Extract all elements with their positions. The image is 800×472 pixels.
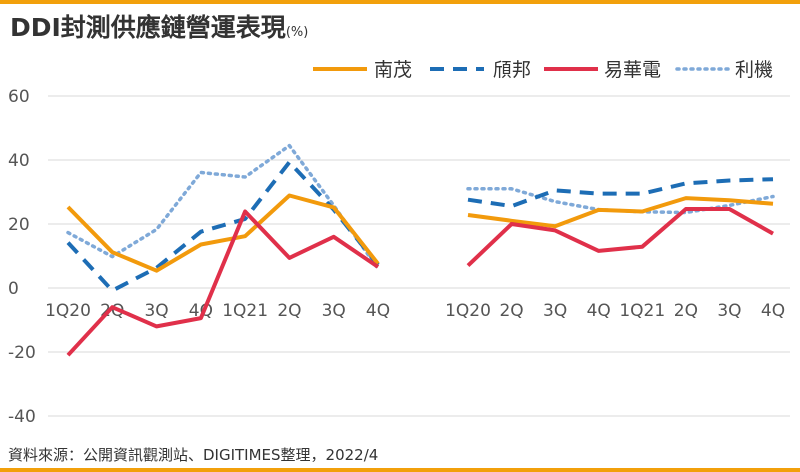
bottom-accent-bar [0,468,800,472]
x-tick-label: 4Q [587,301,611,321]
x-tick-label: 2Q [277,301,301,321]
series-line-南茂 [467,196,774,229]
x-tick-label: 3Q [543,301,567,321]
chart-title-unit: (%) [285,25,309,40]
x-tick-label: 4Q [366,301,390,321]
chart-title: DDI封測供應鏈營運表現(%) [10,8,308,44]
y-tick-label: 60 [8,87,30,107]
y-tick-label: -20 [8,343,36,363]
series-line-易華電 [66,209,380,357]
top-accent-bar [0,0,800,4]
x-tick-label: 2Q [499,301,523,321]
source-note: 資料來源：公開資訊觀測站、DIGITIMES整理，2022/4 [8,446,379,464]
x-tick-label: 1Q20 [45,301,91,321]
y-tick-label: 0 [8,279,19,299]
x-tick-label: 3Q [717,301,741,321]
series-line-易華電 [466,207,774,268]
legend: 南茂 頎邦 易華電 利機 [313,59,773,81]
x-tick-label: 1Q21 [222,301,268,321]
x-tick-label: 3Q [144,301,168,321]
series-line-頎邦 [467,177,774,209]
legend-label-南茂: 南茂 [374,59,412,81]
x-tick-label: 1Q20 [445,301,491,321]
chart-panel-2: 1Q20 2Q 3Q 4Q 1Q21 2Q 3Q 4Q [445,177,785,321]
x-tick-label: 4Q [761,301,785,321]
legend-label-易華電: 易華電 [604,59,661,81]
y-tick-label: 40 [8,151,30,171]
x-tick-label: 1Q21 [619,301,665,321]
series-line-南茂 [66,193,380,273]
x-tick-label: 3Q [322,301,346,321]
x-tick-label: 2Q [674,301,698,321]
y-tick-label: -40 [8,407,36,427]
chart-title-text: DDI封測供應鏈營運表現 [10,13,286,42]
legend-label-頎邦: 頎邦 [493,59,531,81]
series-line-頎邦 [66,160,380,293]
y-tick-label: 20 [8,215,30,235]
legend-label-利機: 利機 [735,59,773,81]
series-line-利機 [66,143,380,271]
chart-panel-1: 1Q20 2Q 3Q 4Q 1Q21 2Q 3Q 4Q [45,143,390,357]
